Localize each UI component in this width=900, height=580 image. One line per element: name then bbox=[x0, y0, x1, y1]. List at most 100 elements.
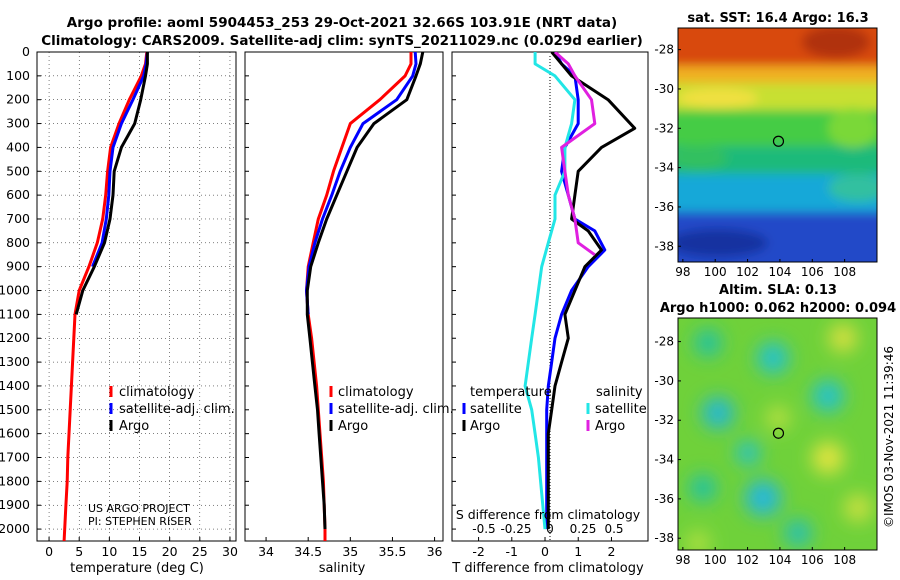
map-x-tick-label: 104 bbox=[768, 265, 791, 279]
imos-timestamp: ©IMOS 03-Nov-2021 11:39:46 bbox=[882, 346, 896, 528]
legend-heading-temperature: temperature bbox=[470, 385, 552, 400]
sla-heatmap bbox=[678, 318, 877, 550]
series-line-salinity-satellite bbox=[523, 52, 577, 530]
figure-title-line2: Climatology: CARS2009. Satellite-adj cli… bbox=[41, 33, 643, 49]
depth-tick-label: 1500 bbox=[0, 402, 30, 417]
map-y-tick-label: -34 bbox=[654, 161, 674, 175]
map-y-tick-label: -30 bbox=[654, 374, 674, 388]
map-x-tick-label: 108 bbox=[833, 265, 856, 279]
temperature-plot-frame bbox=[36, 51, 237, 542]
map-y-tick-label: -28 bbox=[654, 335, 674, 349]
salinity-legend: climatology satellite-adj. clim. Argo bbox=[329, 385, 454, 434]
legend-heading-salinity: salinity bbox=[596, 385, 643, 400]
x-tick-label: 1 bbox=[574, 544, 582, 559]
sla-map-ticks: 98 100 102 104 106 108 -28 -30 -32 -34 -36 -38 bbox=[654, 335, 856, 567]
map-x-tick-label: 100 bbox=[704, 265, 727, 279]
map-y-tick-label: -34 bbox=[654, 453, 674, 467]
x-tick-label: 25 bbox=[192, 544, 208, 559]
map-x-tick-label: 98 bbox=[675, 265, 690, 279]
depth-tick-label: 600 bbox=[6, 187, 30, 202]
sst-map-ticks: 98 100 102 104 106 108 -28 -30 -32 -34 -36 -38 bbox=[654, 43, 856, 279]
depth-tick-label: 500 bbox=[6, 163, 30, 178]
series-line-argo bbox=[305, 52, 425, 530]
legend-label-s-argo: Argo bbox=[595, 419, 625, 434]
legend-label-climatology: climatology bbox=[119, 385, 195, 400]
s-difference-axis-label: S difference from climatology bbox=[456, 507, 641, 522]
map-x-tick-label: 100 bbox=[704, 553, 727, 567]
difference-x-ticks: -2 -1 0 1 2 bbox=[472, 537, 615, 559]
map-y-tick-label: -32 bbox=[654, 413, 674, 427]
x-tick-label: 15 bbox=[132, 544, 148, 559]
sst-argo-location-marker bbox=[772, 135, 785, 147]
s-tick-label: 0.25 bbox=[570, 522, 597, 536]
s-tick-label: 0.5 bbox=[604, 522, 623, 536]
s-tick-label: 0 bbox=[546, 522, 554, 536]
salinity-lines bbox=[305, 52, 425, 541]
series-line-temperature-satellite bbox=[545, 52, 607, 530]
temperature-axis-label: temperature (deg C) bbox=[70, 561, 204, 576]
map-x-tick-label: 108 bbox=[833, 553, 856, 567]
s-difference-tick-labels: -0.5 -0.25 0 0.25 0.5 bbox=[472, 522, 623, 536]
legend-label-argo: Argo bbox=[119, 419, 149, 434]
x-tick-label: 10 bbox=[101, 544, 117, 559]
x-tick-label: 2 bbox=[607, 544, 615, 559]
project-note-line2: PI: STEPHEN RISER bbox=[88, 515, 192, 528]
series-line-argo bbox=[74, 52, 149, 315]
s-tick-label: -0.5 bbox=[472, 522, 495, 536]
x-tick-label: 30 bbox=[222, 544, 238, 559]
x-tick-label: 36 bbox=[427, 544, 443, 559]
map-x-tick-label: 106 bbox=[801, 553, 824, 567]
depth-tick-label: 1400 bbox=[0, 378, 30, 393]
depth-tick-label: 900 bbox=[6, 259, 30, 274]
difference-lines bbox=[523, 52, 637, 541]
x-tick-label: 35.5 bbox=[379, 544, 407, 559]
depth-tick-label: 1900 bbox=[0, 497, 30, 512]
figure-title-line1: Argo profile: aoml 5904453_253 29-Oct-20… bbox=[67, 15, 617, 31]
depth-tick-label: 300 bbox=[6, 116, 30, 131]
depth-tick-label: 1800 bbox=[0, 473, 30, 488]
legend-label-t-satellite: satellite bbox=[470, 402, 522, 417]
series-line-temperature-argo bbox=[546, 52, 637, 530]
depth-tick-label: 0 bbox=[22, 44, 30, 59]
legend-label-s-satellite: satellite bbox=[595, 402, 647, 417]
x-tick-label: -1 bbox=[506, 544, 518, 559]
temperature-x-ticks: 0 5 10 15 20 25 30 bbox=[45, 537, 238, 559]
series-line-satellite-adj-clim- bbox=[91, 52, 149, 268]
depth-tick-label: 2000 bbox=[0, 521, 30, 536]
map-x-tick-label: 98 bbox=[675, 553, 690, 567]
sst-map-frame bbox=[677, 27, 878, 263]
x-tick-label: -2 bbox=[472, 544, 484, 559]
depth-tick-label: 700 bbox=[6, 211, 30, 226]
x-tick-label: 34.5 bbox=[294, 544, 322, 559]
map-x-tick-label: 102 bbox=[736, 553, 759, 567]
depth-tick-label: 1200 bbox=[0, 330, 30, 345]
legend-label-argo: Argo bbox=[338, 419, 368, 434]
map-y-tick-label: -36 bbox=[654, 200, 674, 214]
x-tick-label: 5 bbox=[75, 544, 83, 559]
temperature-legend: climatology satellite-adj. clim. Argo bbox=[109, 385, 235, 434]
x-tick-label: 0 bbox=[541, 544, 549, 559]
depth-tick-label: 1300 bbox=[0, 354, 30, 369]
x-tick-label: 20 bbox=[162, 544, 178, 559]
legend-label-t-argo: Argo bbox=[470, 419, 500, 434]
depth-tick-label: 1600 bbox=[0, 426, 30, 441]
project-note-line1: US ARGO PROJECT bbox=[88, 502, 190, 515]
sst-map-title: sat. SST: 16.4 Argo: 16.3 bbox=[687, 11, 868, 26]
sla-map-subtitle: Argo h1000: 0.062 h2000: 0.094 bbox=[660, 301, 896, 316]
salinity-plot-frame bbox=[244, 51, 444, 542]
map-y-tick-label: -38 bbox=[654, 531, 674, 545]
map-y-tick-label: -32 bbox=[654, 121, 674, 135]
depth-tick-label: 1700 bbox=[0, 450, 30, 465]
x-tick-label: 34 bbox=[258, 544, 274, 559]
map-x-tick-label: 102 bbox=[736, 265, 759, 279]
map-y-tick-label: -30 bbox=[654, 82, 674, 96]
x-tick-label: 35 bbox=[342, 544, 358, 559]
legend-label-satellite: satellite-adj. clim. bbox=[119, 402, 235, 417]
map-y-tick-label: -38 bbox=[654, 239, 674, 253]
depth-tick-label: 100 bbox=[6, 68, 30, 83]
sla-map-title: Altim. SLA: 0.13 bbox=[719, 283, 837, 298]
depth-tick-label: 1000 bbox=[0, 283, 30, 298]
temperature-lines bbox=[62, 52, 149, 541]
depth-tick-labels: 0 100 200 300 400 500 600 700 800 900 1000 1100 1200… bbox=[0, 44, 456, 536]
